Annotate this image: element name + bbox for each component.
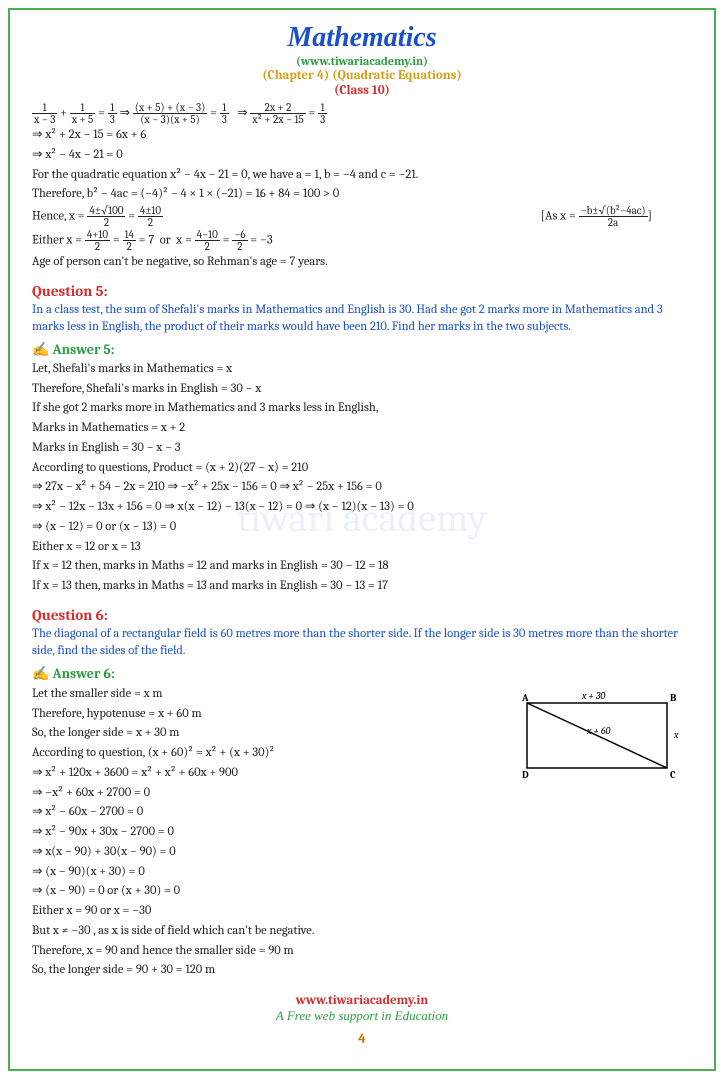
text-line: If x = 12 then, marks in Maths = 12 and … (32, 557, 692, 576)
quadratic-formula: [As x = −b±√(b²−4ac)2a] (541, 205, 652, 228)
text-line: ⇒ (x − 12) = 0 or (x − 13) = 0 (32, 518, 692, 537)
text-line: Therefore, x = 90 and hence the smaller … (32, 942, 692, 961)
svg-text:A: A (521, 692, 529, 704)
equation-line: ⇒ x² + 2x − 15 = 6x + 6 (32, 126, 692, 145)
question-6-text: The diagonal of a rectangular field is 6… (32, 626, 692, 661)
page-number: 4 (32, 1030, 692, 1047)
question-5-text: In a class test, the sum of Shefali's ma… (32, 302, 692, 337)
text-line: For the quadratic equation x² − 4x − 21 … (32, 166, 692, 185)
equation-line: 1x − 3 + 1x + 5 = 13 ⇒ (x + 5) + (x − 3)… (32, 102, 692, 125)
svg-text:B: B (670, 692, 677, 704)
answer-5-heading: Answer 5: (32, 341, 692, 358)
text-line: Hence, x = 4±√1002 = 4±102 [As x = −b±√(… (32, 205, 692, 228)
text-line: ⇒ x² − 90x + 30x − 2700 = 0 (32, 823, 692, 842)
text-line: Either x = 90 or x = −30 (32, 902, 692, 921)
question-5-heading: Question 5: (32, 282, 692, 300)
text-line: ⇒ (x − 90) = 0 or (x + 30) = 0 (32, 882, 692, 901)
svg-text:C: C (670, 769, 676, 781)
chapter-label: (Chapter 4) (Quadratic Equations) (32, 68, 692, 83)
text-line: Let, Shefali's marks in Mathematics = x (32, 360, 692, 379)
answer-6-heading: Answer 6: (32, 665, 692, 682)
text-line: Age of person can't be negative, so Rehm… (32, 253, 692, 272)
text-line: ⇒ x² − 60x − 2700 = 0 (32, 803, 692, 822)
svg-text:D: D (522, 769, 529, 781)
text-line: Either x = 4+102 = 142 = 7 or x = 4−102 … (32, 229, 692, 252)
text-line: Marks in English = 30 − x − 3 (32, 439, 692, 458)
question-6-heading: Question 6: (32, 606, 692, 624)
rectangle-diagram: A B C D x + 30 x + 60 x (512, 688, 692, 788)
text-line: ⇒ 27x − x² + 54 − 2x = 210 ⇒ −x² + 25x −… (32, 478, 692, 497)
answer-6-content: A B C D x + 30 x + 60 x Let the smaller … (32, 684, 692, 981)
footer-tagline: A Free web support in Education (32, 1008, 692, 1024)
svg-text:x + 30: x + 30 (581, 690, 605, 702)
text-line: But x ≠ −30 , as x is side of field whic… (32, 922, 692, 941)
text-line: If x = 13 then, marks in Maths = 13 and … (32, 577, 692, 596)
text-line: Either x = 12 or x = 13 (32, 538, 692, 557)
text-line: ⇒ x² − 12x − 13x + 156 = 0 ⇒ x(x − 12) −… (32, 498, 692, 517)
text-line: If she got 2 marks more in Mathematics a… (32, 399, 692, 418)
footer-link: www.tiwariacademy.in (32, 993, 692, 1008)
website-link: (www.tiwariacademy.in) (32, 54, 692, 68)
text-line: According to questions, Product = (x + 2… (32, 459, 692, 478)
svg-text:x: x (673, 729, 679, 741)
svg-text:x + 60: x + 60 (586, 725, 611, 737)
text-line: Therefore, Shefali's marks in English = … (32, 380, 692, 399)
text-line: Therefore, b² − 4ac = (−4)² − 4 × 1 × (−… (32, 185, 692, 204)
equation-line: ⇒ x² − 4x − 21 = 0 (32, 146, 692, 165)
text-line: So, the longer side = 90 + 30 = 120 m (32, 961, 692, 980)
text-line: ⇒ (x − 90)(x + 30) = 0 (32, 863, 692, 882)
page-footer: www.tiwariacademy.in A Free web support … (32, 993, 692, 1047)
class-label: (Class 10) (32, 83, 692, 98)
text-line: ⇒ x(x − 90) + 30(x − 90) = 0 (32, 843, 692, 862)
text-line: Marks in Mathematics = x + 2 (32, 419, 692, 438)
solution-4: 1x − 3 + 1x + 5 = 13 ⇒ (x + 5) + (x − 3)… (32, 102, 692, 272)
page-title: Mathematics (32, 22, 692, 54)
page-container: tiwari academy Mathematics (www.tiwariac… (8, 8, 716, 1071)
answer-5-content: Let, Shefali's marks in Mathematics = x … (32, 360, 692, 596)
